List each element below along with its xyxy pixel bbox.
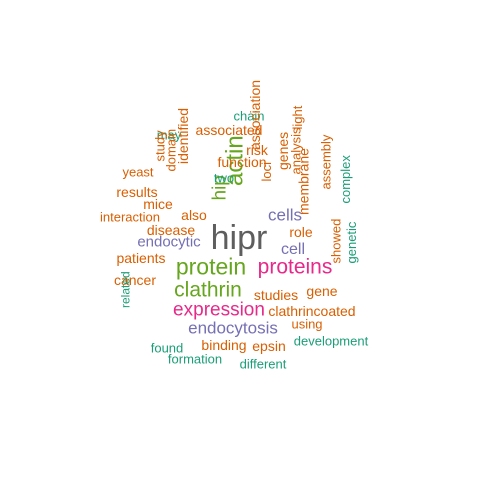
word-related: related (118, 271, 133, 308)
word-cells: cells (267, 205, 303, 225)
word-light: light (290, 105, 306, 130)
word-found: found (150, 340, 184, 356)
word-binding: binding (201, 337, 247, 353)
word-disease: disease (146, 222, 196, 238)
word-epsin: epsin (252, 338, 286, 354)
word-complex: complex (337, 155, 353, 204)
word-yeast: yeast (122, 164, 154, 180)
word-proteins: proteins (257, 255, 333, 279)
word-formation: formation (167, 351, 223, 367)
word-role: role (289, 224, 313, 240)
word-development: development (293, 333, 369, 349)
word-mice: mice (143, 196, 173, 212)
word-membrane: membrane (295, 148, 312, 215)
word-showed: showed (328, 218, 344, 264)
word-association: association (246, 79, 263, 150)
word-may: may (156, 127, 182, 143)
word-interaction: interaction (100, 209, 160, 225)
word-patients: patients (116, 250, 166, 266)
word-function: function (217, 154, 267, 170)
word-chain: chain (233, 108, 265, 124)
word-associated: associated (195, 122, 263, 138)
word-loci: loci (259, 161, 275, 182)
word-assembly: assembly (318, 134, 334, 190)
word-cancer: cancer (113, 272, 157, 288)
word-results: results (116, 184, 158, 200)
word-clathrincoated: clathrincoated (268, 303, 356, 319)
word-using: using (291, 316, 323, 332)
word-studies: studies (253, 287, 299, 303)
word-also: also (181, 207, 207, 223)
word-two: two (213, 170, 235, 186)
word-risk: risk (246, 142, 268, 158)
word-gene: gene (306, 283, 338, 299)
word-genetic: genetic (344, 221, 360, 264)
word-hipr: hipr (210, 219, 268, 257)
word-endocytosis: endocytosis (188, 318, 278, 338)
word-identified: identified (174, 107, 191, 164)
word-protein: protein (175, 253, 247, 280)
word-different: different (239, 356, 287, 372)
word-endocytic: endocytic (137, 233, 201, 251)
word-cell: cell (280, 241, 306, 258)
word-expression: expression (173, 299, 265, 321)
word-clathrin: clathrin (174, 278, 242, 302)
